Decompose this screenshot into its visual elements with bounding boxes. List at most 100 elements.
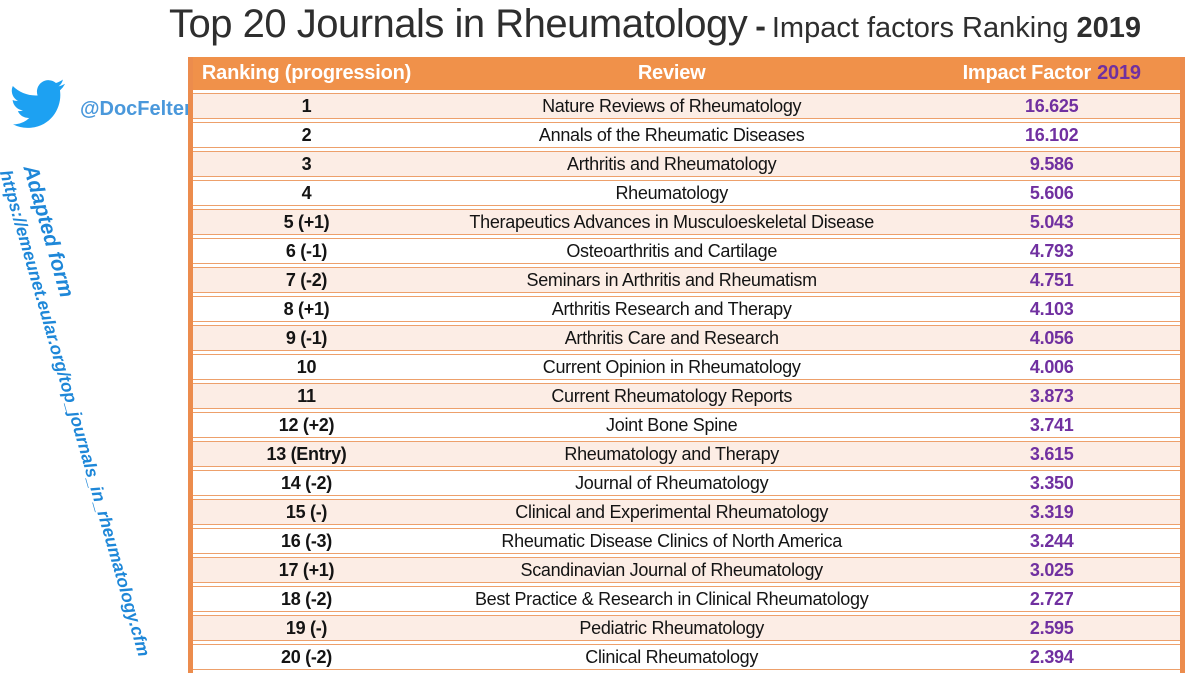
- table-row: 1 Nature Reviews of Rheumatology 16.625: [193, 93, 1180, 119]
- table-row: 8 (+1) Arthritis Research and Therapy 4.…: [193, 296, 1180, 322]
- table-row: 16 (-3) Rheumatic Disease Clinics of Nor…: [193, 528, 1180, 554]
- impact-cell: 3.873: [923, 383, 1180, 409]
- source-note: Adapted form https://emeunet.eular.org/t…: [0, 160, 181, 659]
- table-row: 13 (Entry) Rheumatology and Therapy 3.61…: [193, 441, 1180, 467]
- impact-cell: 3.615: [923, 441, 1180, 467]
- rank-cell: 13 (Entry): [193, 441, 420, 467]
- title-year: 2019: [1076, 12, 1141, 44]
- review-cell: Scandinavian Journal of Rheumatology: [420, 557, 924, 583]
- rank-cell: 6 (-1): [193, 238, 420, 264]
- review-cell: Nature Reviews of Rheumatology: [420, 93, 924, 119]
- rank-cell: 16 (-3): [193, 528, 420, 554]
- twitter-handle[interactable]: @DocFelten: [80, 98, 197, 120]
- page-title: Top 20 Journals in Rheumatology - Impact f…: [0, 2, 1200, 47]
- table-row: 2 Annals of the Rheumatic Diseases 16.10…: [193, 122, 1180, 148]
- rank-cell: 15 (-): [193, 499, 420, 525]
- table-row: 12 (+2) Joint Bone Spine 3.741: [193, 412, 1180, 438]
- title-subtitle: Impact factors Ranking: [771, 12, 1069, 44]
- review-cell: Therapeutics Advances in Musculoeskeleta…: [420, 209, 924, 235]
- impact-cell: 2.727: [923, 586, 1180, 612]
- review-cell: Best Practice & Research in Clinical Rhe…: [420, 586, 924, 612]
- rank-cell: 12 (+2): [193, 412, 420, 438]
- impact-cell: 4.056: [923, 325, 1180, 351]
- review-cell: Arthritis Research and Therapy: [420, 296, 924, 322]
- table-row: 3 Arthritis and Rheumatology 9.586: [193, 151, 1180, 177]
- table-row: 15 (-) Clinical and Experimental Rheumat…: [193, 499, 1180, 525]
- rank-cell: 14 (-2): [193, 470, 420, 496]
- table-body: 1 Nature Reviews of Rheumatology 16.625 …: [193, 93, 1180, 670]
- review-cell: Clinical and Experimental Rheumatology: [420, 499, 924, 525]
- journals-table-container: Ranking (progression) Review Impact Fact…: [188, 57, 1185, 673]
- journals-table: Ranking (progression) Review Impact Fact…: [193, 54, 1180, 673]
- table-row: 20 (-2) Clinical Rheumatology 2.394: [193, 644, 1180, 670]
- rank-cell: 4: [193, 180, 420, 206]
- review-cell: Rheumatology and Therapy: [420, 441, 924, 467]
- review-cell: Current Rheumatology Reports: [420, 383, 924, 409]
- header-review: Review: [420, 57, 924, 90]
- table-row: 9 (-1) Arthritis Care and Research 4.056: [193, 325, 1180, 351]
- review-cell: Clinical Rheumatology: [420, 644, 924, 670]
- impact-cell: 4.793: [923, 238, 1180, 264]
- rank-cell: 19 (-): [193, 615, 420, 641]
- source-note-url[interactable]: https://emeunet.eular.org/top_journals_i…: [0, 167, 154, 659]
- impact-cell: 3.741: [923, 412, 1180, 438]
- impact-cell: 4.751: [923, 267, 1180, 293]
- impact-cell: 3.025: [923, 557, 1180, 583]
- review-cell: Joint Bone Spine: [420, 412, 924, 438]
- title-dash: -: [755, 8, 766, 44]
- twitter-attribution: @DocFelten: [6, 76, 196, 146]
- rank-cell: 3: [193, 151, 420, 177]
- rank-cell: 18 (-2): [193, 586, 420, 612]
- header-ranking: Ranking (progression): [193, 57, 420, 90]
- table-row: 6 (-1) Osteoarthritis and Cartilage 4.79…: [193, 238, 1180, 264]
- rank-cell: 1: [193, 93, 420, 119]
- impact-cell: 3.350: [923, 470, 1180, 496]
- rank-cell: 7 (-2): [193, 267, 420, 293]
- impact-cell: 16.625: [923, 93, 1180, 119]
- table-row: 17 (+1) Scandinavian Journal of Rheumato…: [193, 557, 1180, 583]
- review-cell: Annals of the Rheumatic Diseases: [420, 122, 924, 148]
- impact-cell: 3.244: [923, 528, 1180, 554]
- table-row: 10 Current Opinion in Rheumatology 4.006: [193, 354, 1180, 380]
- header-impact-factor: Impact Factor 2019: [923, 57, 1180, 90]
- header-impact-label: Impact Factor: [962, 62, 1092, 84]
- impact-cell: 2.595: [923, 615, 1180, 641]
- header-row: Ranking (progression) Review Impact Fact…: [193, 57, 1180, 90]
- header-impact-year: 2019: [1097, 62, 1141, 84]
- table-row: 4 Rheumatology 5.606: [193, 180, 1180, 206]
- review-cell: Journal of Rheumatology: [420, 470, 924, 496]
- twitter-bird-icon: [11, 79, 66, 128]
- impact-cell: 3.319: [923, 499, 1180, 525]
- rank-cell: 9 (-1): [193, 325, 420, 351]
- table-row: 7 (-2) Seminars in Arthritis and Rheumat…: [193, 267, 1180, 293]
- review-cell: Rheumatic Disease Clinics of North Ameri…: [420, 528, 924, 554]
- review-cell: Rheumatology: [420, 180, 924, 206]
- impact-cell: 2.394: [923, 644, 1180, 670]
- table-row: 5 (+1) Therapeutics Advances in Musculoe…: [193, 209, 1180, 235]
- impact-cell: 5.043: [923, 209, 1180, 235]
- rank-cell: 8 (+1): [193, 296, 420, 322]
- review-cell: Arthritis Care and Research: [420, 325, 924, 351]
- source-note-adapted: Adapted form: [18, 162, 79, 301]
- table-row: 14 (-2) Journal of Rheumatology 3.350: [193, 470, 1180, 496]
- rank-cell: 10: [193, 354, 420, 380]
- review-cell: Pediatric Rheumatology: [420, 615, 924, 641]
- table-row: 11 Current Rheumatology Reports 3.873: [193, 383, 1180, 409]
- impact-cell: 4.006: [923, 354, 1180, 380]
- impact-cell: 4.103: [923, 296, 1180, 322]
- rank-cell: 5 (+1): [193, 209, 420, 235]
- impact-cell: 9.586: [923, 151, 1180, 177]
- rank-cell: 17 (+1): [193, 557, 420, 583]
- rank-cell: 11: [193, 383, 420, 409]
- rank-cell: 2: [193, 122, 420, 148]
- table-row: 18 (-2) Best Practice & Research in Clin…: [193, 586, 1180, 612]
- impact-cell: 16.102: [923, 122, 1180, 148]
- title-main: Top 20 Journals in Rheumatology: [169, 2, 748, 46]
- table-row: 19 (-) Pediatric Rheumatology 2.595: [193, 615, 1180, 641]
- review-cell: Seminars in Arthritis and Rheumatism: [420, 267, 924, 293]
- impact-cell: 5.606: [923, 180, 1180, 206]
- review-cell: Current Opinion in Rheumatology: [420, 354, 924, 380]
- rank-cell: 20 (-2): [193, 644, 420, 670]
- review-cell: Osteoarthritis and Cartilage: [420, 238, 924, 264]
